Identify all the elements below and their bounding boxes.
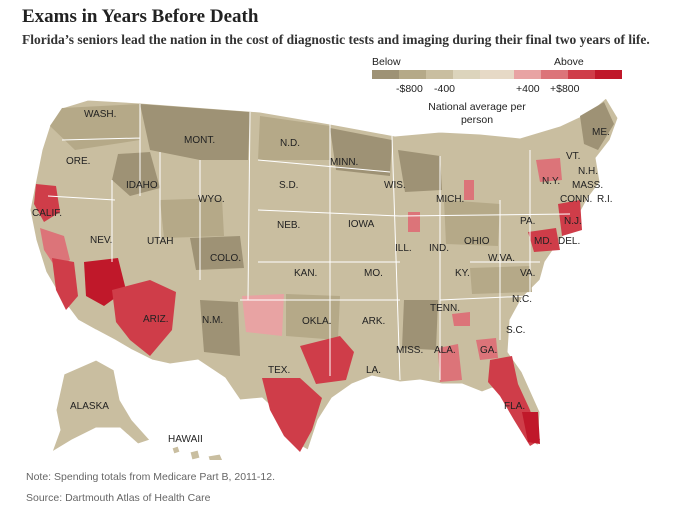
state-label-wash: WASH. bbox=[84, 109, 116, 120]
state-label-del: DEL. bbox=[558, 236, 580, 247]
state-label-wva: W.VA. bbox=[488, 253, 515, 264]
legend-swatch-4 bbox=[480, 70, 514, 79]
state-label-mont: MONT. bbox=[184, 135, 215, 146]
hawaii-landmass bbox=[171, 445, 224, 460]
footnote: Note: Spending totals from Medicare Part… bbox=[26, 471, 276, 483]
legend-color-scale bbox=[372, 70, 622, 79]
state-label-ark: ARK. bbox=[362, 316, 385, 327]
state-label-ohio: OHIO bbox=[464, 236, 490, 247]
state-label-colo: COLO. bbox=[210, 253, 241, 264]
above-average-regions bbox=[34, 158, 582, 452]
state-label-nc: N.C. bbox=[512, 294, 532, 305]
legend-swatch-3 bbox=[453, 70, 480, 79]
state-label-ill: ILL. bbox=[395, 243, 412, 254]
legend-swatch-0 bbox=[372, 70, 399, 79]
legend-swatch-7 bbox=[568, 70, 595, 79]
map-subtitle: Florida’s seniors lead the nation in the… bbox=[22, 32, 650, 47]
map-title: Exams in Years Before Death bbox=[22, 6, 259, 27]
state-label-kan: KAN. bbox=[294, 268, 317, 279]
state-label-me: ME. bbox=[592, 127, 610, 138]
state-label-okla: OKLA. bbox=[302, 316, 331, 327]
legend-tick-minus-800: -$800 bbox=[396, 83, 423, 95]
legend-swatch-2 bbox=[426, 70, 453, 79]
state-label-md: MD. bbox=[534, 236, 552, 247]
state-label-miss: MISS. bbox=[396, 345, 423, 356]
legend-below-label: Below bbox=[372, 56, 401, 68]
state-label-mo: MO. bbox=[364, 268, 383, 279]
state-label-wis: WIS. bbox=[384, 180, 406, 191]
state-label-nev: NEV. bbox=[90, 235, 112, 246]
state-label-tex: TEX. bbox=[268, 365, 290, 376]
state-label-nm: N.M. bbox=[202, 315, 223, 326]
state-label-ind: IND. bbox=[429, 243, 449, 254]
legend-description: National average per person bbox=[428, 101, 526, 126]
legend-swatch-8 bbox=[595, 70, 622, 79]
state-label-sd: S.D. bbox=[279, 180, 298, 191]
state-label-ariz: ARIZ. bbox=[143, 314, 169, 325]
legend-tick-plus-800: +$800 bbox=[550, 83, 580, 95]
state-label-neb: NEB. bbox=[277, 220, 300, 231]
state-label-minn: MINN. bbox=[330, 157, 358, 168]
state-label-ky: KY. bbox=[455, 268, 470, 279]
legend-tick-minus-400: -400 bbox=[434, 83, 456, 95]
state-label-tenn: TENN. bbox=[430, 303, 460, 314]
state-label-wyo: WYO. bbox=[198, 194, 225, 205]
state-label-ala: ALA. bbox=[434, 345, 456, 356]
alaska-landmass bbox=[51, 359, 151, 454]
state-label-iowa: IOWA bbox=[348, 219, 375, 230]
source-credit: Source: Dartmouth Atlas of Health Care bbox=[26, 492, 211, 504]
state-label-fla: FLA. bbox=[504, 401, 525, 412]
legend: Below Above -$800 -400 +400 +$800 Nation… bbox=[366, 56, 622, 126]
state-label-ore: ORE. bbox=[66, 156, 90, 167]
state-labels: WASH. ORE. CALIF. NEV. IDAHO MONT. WYO. … bbox=[32, 109, 613, 445]
state-label-ri: R.I. bbox=[597, 194, 613, 205]
legend-swatch-6 bbox=[541, 70, 568, 79]
state-label-ny: N.Y. bbox=[542, 176, 560, 187]
state-label-utah: UTAH bbox=[147, 236, 173, 247]
state-label-hawaii: HAWAII bbox=[168, 434, 203, 445]
state-label-calif: CALIF. bbox=[32, 208, 62, 219]
state-label-mass: MASS. bbox=[572, 180, 603, 191]
state-label-idaho: IDAHO bbox=[126, 180, 158, 191]
state-label-sc: S.C. bbox=[506, 325, 525, 336]
us-choropleth-map: WASH. ORE. CALIF. NEV. IDAHO MONT. WYO. … bbox=[29, 97, 619, 460]
state-label-ga: GA. bbox=[480, 345, 497, 356]
below-average-regions bbox=[112, 102, 614, 356]
state-label-nd: N.D. bbox=[280, 138, 300, 149]
state-borders bbox=[47, 104, 571, 381]
state-label-la: LA. bbox=[366, 365, 381, 376]
state-label-mich: MICH. bbox=[436, 194, 464, 205]
legend-tick-plus-400: +400 bbox=[516, 83, 540, 95]
legend-swatch-5 bbox=[514, 70, 541, 79]
state-label-pa: PA. bbox=[520, 216, 535, 227]
state-label-alaska: ALASKA bbox=[70, 401, 109, 412]
state-label-nh: N.H. bbox=[578, 166, 598, 177]
legend-above-label: Above bbox=[554, 56, 584, 68]
state-label-va: VA. bbox=[520, 268, 535, 279]
state-label-vt: VT. bbox=[566, 151, 580, 162]
state-label-nj: N.J. bbox=[564, 216, 582, 227]
state-label-conn: CONN. bbox=[560, 194, 592, 205]
legend-swatch-1 bbox=[399, 70, 426, 79]
